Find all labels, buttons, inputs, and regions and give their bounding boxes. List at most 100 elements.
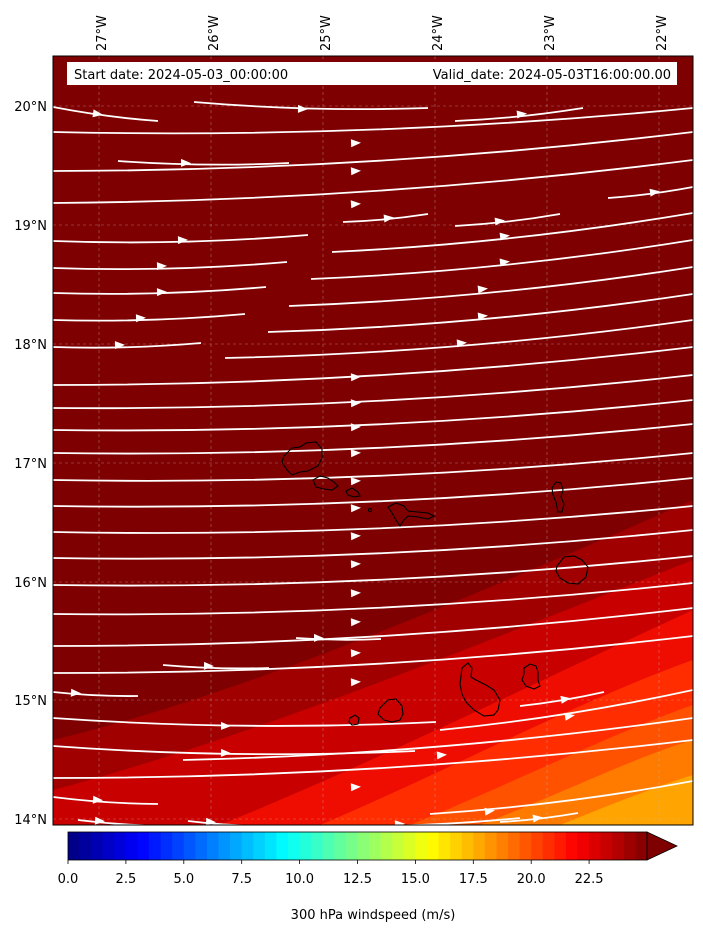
colorbar-tick-label: 0.0 — [58, 872, 79, 887]
streamline-arrow — [477, 285, 488, 294]
streamline-arrow — [114, 341, 125, 350]
streamline — [429, 780, 693, 815]
streamline-arrow — [350, 477, 361, 486]
streamline-arrow — [350, 200, 361, 209]
lon-label: 27°W — [95, 15, 110, 51]
streamline-arrow — [383, 214, 394, 223]
colorbar-band — [531, 832, 544, 860]
map-panel: Start date: 2024-05-03_00:00:00 Valid_da… — [53, 56, 693, 825]
colorbar-band — [253, 832, 266, 860]
colorbar-band — [461, 832, 474, 860]
colorbar-band — [160, 832, 173, 860]
colorbar-band — [380, 832, 393, 860]
colorbar-band — [369, 832, 382, 860]
streamline — [53, 374, 693, 410]
streamline — [53, 739, 693, 779]
streamline-arrow — [205, 817, 216, 825]
streamline-arrow — [350, 560, 361, 569]
streamline-arrow — [94, 816, 105, 825]
streamline — [267, 293, 693, 333]
streamline-arrow — [156, 288, 167, 297]
lat-label: 18°N — [14, 338, 47, 353]
lat-label: 19°N — [14, 219, 47, 234]
latitude-labels: 20°N 19°N 18°N 17°N 16°N 15°N 14°N — [14, 100, 47, 828]
streamline — [162, 664, 270, 670]
island-santo-antao — [281, 441, 323, 476]
lat-label: 17°N — [14, 457, 47, 472]
coastlines — [281, 441, 589, 726]
colorbar: 0.0 2.5 5.0 7.5 10.0 12.5 15.0 17.5 20.0 22.5 300… — [58, 831, 678, 923]
colorbar-band — [403, 832, 416, 860]
streamline — [53, 452, 693, 482]
lat-label: 15°N — [14, 694, 47, 709]
streamline — [53, 346, 693, 386]
streamline-arrow — [350, 618, 361, 627]
lat-label: 16°N — [14, 576, 47, 591]
lon-label: 25°W — [319, 15, 334, 51]
streamline — [53, 261, 288, 271]
streamline — [117, 160, 290, 166]
colorbar-band — [565, 832, 579, 860]
colorbar-band — [438, 832, 451, 860]
colorbar-tick-label: 7.5 — [231, 872, 252, 887]
island-sao-vicente — [312, 475, 339, 491]
streamline — [53, 477, 693, 508]
colorbar-tick-label: 15.0 — [401, 872, 430, 887]
streamline — [53, 505, 693, 534]
colorbar-band — [241, 832, 254, 860]
streamline-arrow — [436, 751, 447, 760]
streamline — [53, 582, 693, 616]
colorbar-band — [195, 832, 208, 860]
streamline — [53, 529, 693, 560]
streamline — [77, 819, 163, 825]
colorbar-band — [276, 832, 289, 860]
colorbar-band — [577, 832, 590, 860]
island-brava — [348, 714, 360, 726]
colorbar-band — [496, 832, 509, 860]
start-date-label: Start date: 2024-05-03_00:00:00 — [74, 68, 288, 83]
streamline-arrow — [456, 339, 467, 348]
colorbar-band — [137, 832, 150, 860]
island-raso — [367, 507, 373, 513]
colorbar-bands — [68, 832, 648, 860]
streamline-arrow — [181, 158, 191, 167]
streamline-arrow — [350, 783, 361, 792]
streamline-arrow — [92, 795, 103, 804]
streamline-arrow — [564, 712, 575, 721]
colorbar-band — [345, 832, 359, 860]
streamline — [53, 691, 139, 697]
island-santa-luzia — [345, 487, 361, 498]
streamline — [53, 159, 693, 204]
colorbar-band — [426, 832, 440, 860]
colorbar-band — [415, 832, 428, 860]
island-maio — [521, 663, 541, 690]
colorbar-band — [473, 832, 486, 860]
streamline — [182, 717, 693, 761]
colorbar-tick-label: 17.5 — [459, 872, 488, 887]
colorbar-ticks: 0.0 2.5 5.0 7.5 10.0 12.5 15.0 17.5 20.0 22.5 — [58, 860, 604, 887]
streamline-arrow — [297, 104, 308, 113]
lat-label: 14°N — [14, 813, 47, 828]
colorbar-band — [334, 832, 347, 860]
colorbar-band — [542, 832, 555, 860]
lon-label: 26°W — [207, 15, 222, 51]
streamline-arrow — [221, 721, 231, 730]
longitude-labels: 27°W 26°W 25°W 24°W 23°W 22°W — [95, 15, 670, 51]
colorbar-band — [288, 832, 301, 860]
colorbar-band — [322, 832, 335, 860]
streamline — [53, 107, 693, 135]
streamline — [53, 342, 202, 349]
streamline — [454, 213, 561, 227]
colorbar-band — [114, 832, 127, 860]
streamline-arrow — [350, 399, 361, 408]
streamline-arrow — [350, 504, 361, 513]
streamline-arrow — [203, 661, 214, 670]
colorbar-band — [79, 832, 92, 860]
colorbar-tick-label: 10.0 — [285, 872, 314, 887]
colorbar-band — [635, 832, 648, 860]
colorbar-title: 300 hPa windspeed (m/s) — [291, 908, 456, 923]
lon-label: 22°W — [655, 15, 670, 51]
streamline-arrow — [350, 532, 361, 541]
colorbar-band — [230, 832, 243, 860]
